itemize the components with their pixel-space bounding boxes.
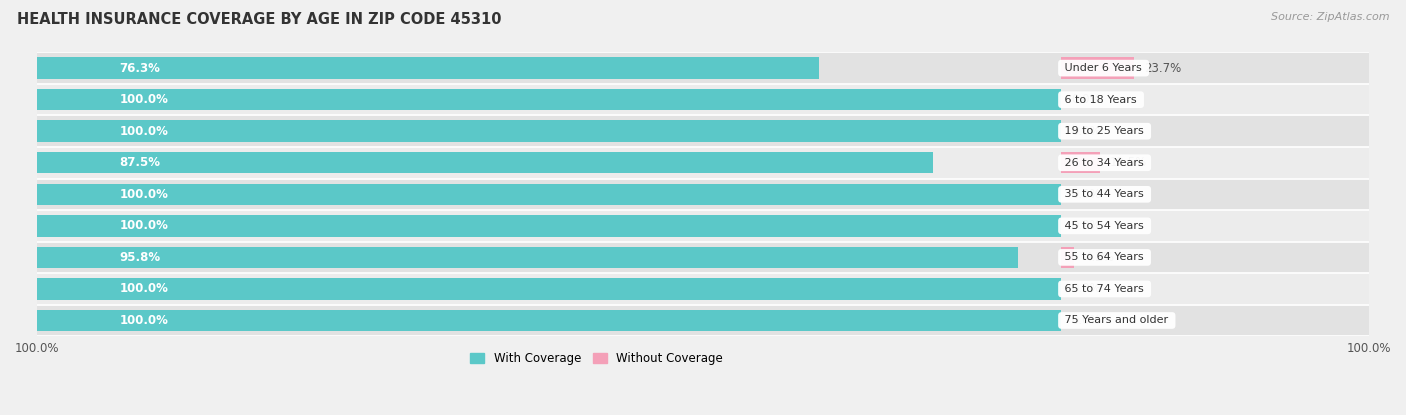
Bar (1062, 152, 1099, 173)
Bar (37, 183, 1062, 205)
Bar (37, 52, 1369, 84)
Bar (37, 120, 1062, 142)
Text: 100.0%: 100.0% (120, 188, 169, 201)
Text: 65 to 74 Years: 65 to 74 Years (1062, 284, 1147, 294)
Text: 75 Years and older: 75 Years and older (1062, 315, 1173, 325)
Text: 95.8%: 95.8% (120, 251, 160, 264)
Text: 100.0%: 100.0% (120, 125, 169, 138)
Bar (37, 210, 1369, 242)
Bar (37, 152, 934, 173)
Text: 100.0%: 100.0% (120, 314, 169, 327)
Bar (37, 215, 1062, 237)
Text: 55 to 64 Years: 55 to 64 Years (1062, 252, 1147, 262)
Text: 45 to 54 Years: 45 to 54 Years (1062, 221, 1147, 231)
Text: Under 6 Years: Under 6 Years (1062, 63, 1146, 73)
Bar (1062, 57, 1135, 79)
Text: 76.3%: 76.3% (120, 61, 160, 75)
Bar (37, 57, 818, 79)
Bar (37, 89, 1062, 110)
Text: 19 to 25 Years: 19 to 25 Years (1062, 126, 1147, 136)
Text: 4.2%: 4.2% (1084, 251, 1115, 264)
Bar (37, 84, 1369, 115)
Bar (37, 242, 1369, 273)
Bar (37, 310, 1062, 331)
Bar (37, 273, 1369, 305)
Text: 6 to 18 Years: 6 to 18 Years (1062, 95, 1140, 105)
Text: 0.0%: 0.0% (1071, 314, 1101, 327)
Bar (37, 305, 1369, 336)
Text: 35 to 44 Years: 35 to 44 Years (1062, 189, 1147, 199)
Bar (37, 178, 1369, 210)
Text: 0.0%: 0.0% (1071, 188, 1101, 201)
Text: Source: ZipAtlas.com: Source: ZipAtlas.com (1271, 12, 1389, 22)
Legend: With Coverage, Without Coverage: With Coverage, Without Coverage (465, 348, 728, 370)
Bar (37, 115, 1369, 147)
Text: 0.0%: 0.0% (1071, 283, 1101, 295)
Text: HEALTH INSURANCE COVERAGE BY AGE IN ZIP CODE 45310: HEALTH INSURANCE COVERAGE BY AGE IN ZIP … (17, 12, 502, 27)
Text: 100.0%: 100.0% (120, 220, 169, 232)
Bar (37, 247, 1018, 268)
Bar (1062, 247, 1074, 268)
Text: 87.5%: 87.5% (120, 156, 160, 169)
Text: 100.0%: 100.0% (120, 93, 169, 106)
Text: 0.0%: 0.0% (1071, 125, 1101, 138)
Text: 23.7%: 23.7% (1144, 61, 1182, 75)
Bar (37, 147, 1369, 178)
Text: 12.5%: 12.5% (1111, 156, 1147, 169)
Text: 26 to 34 Years: 26 to 34 Years (1062, 158, 1147, 168)
Text: 100.0%: 100.0% (120, 283, 169, 295)
Bar (37, 278, 1062, 300)
Text: 0.0%: 0.0% (1071, 93, 1101, 106)
Text: 0.0%: 0.0% (1071, 220, 1101, 232)
